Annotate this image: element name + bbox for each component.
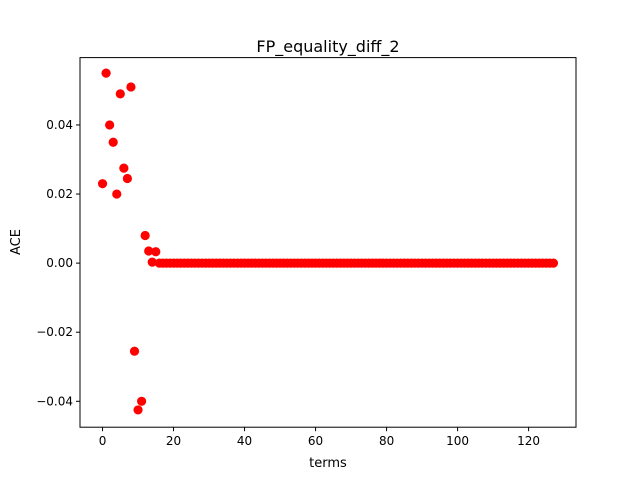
y-tick-label: 0.00 <box>46 256 73 270</box>
data-point <box>140 230 150 241</box>
x-tick-label: 100 <box>446 434 469 448</box>
y-tick-label: 0.04 <box>46 118 73 132</box>
y-axis-ticks: −0.04 −0.02 0.00 0.02 0.04 <box>36 118 80 408</box>
x-tick-label: 40 <box>237 434 252 448</box>
data-points <box>97 68 559 415</box>
data-point <box>115 89 125 99</box>
x-axis-ticks: 0 20 40 60 80 100 120 <box>99 427 540 448</box>
data-point <box>101 68 111 78</box>
y-tick-label: 0.02 <box>46 187 73 201</box>
x-tick-label: 120 <box>517 434 540 448</box>
data-point <box>112 189 122 199</box>
data-point <box>129 346 140 356</box>
plot-area <box>80 57 576 428</box>
data-point <box>122 173 132 184</box>
data-point <box>147 257 157 267</box>
chart-title: FP_equality_diff_2 <box>256 37 399 57</box>
data-point <box>108 137 118 147</box>
data-point <box>133 405 143 415</box>
data-point <box>105 120 115 130</box>
data-point <box>126 82 136 92</box>
y-tick-label: −0.02 <box>36 325 73 339</box>
x-tick-label: 0 <box>99 434 107 448</box>
data-point <box>144 246 154 256</box>
x-tick-label: 80 <box>379 434 394 448</box>
data-point <box>548 258 559 268</box>
x-axis-label: terms <box>309 456 347 471</box>
data-point <box>151 247 161 257</box>
plot-frame <box>79 57 577 428</box>
data-point <box>119 163 129 173</box>
data-point <box>97 179 108 189</box>
y-tick-label: −0.04 <box>36 394 73 408</box>
x-tick-label: 60 <box>308 434 323 448</box>
x-tick-label: 20 <box>166 434 181 448</box>
y-axis-label: ACE <box>9 229 24 255</box>
data-point <box>137 396 147 406</box>
